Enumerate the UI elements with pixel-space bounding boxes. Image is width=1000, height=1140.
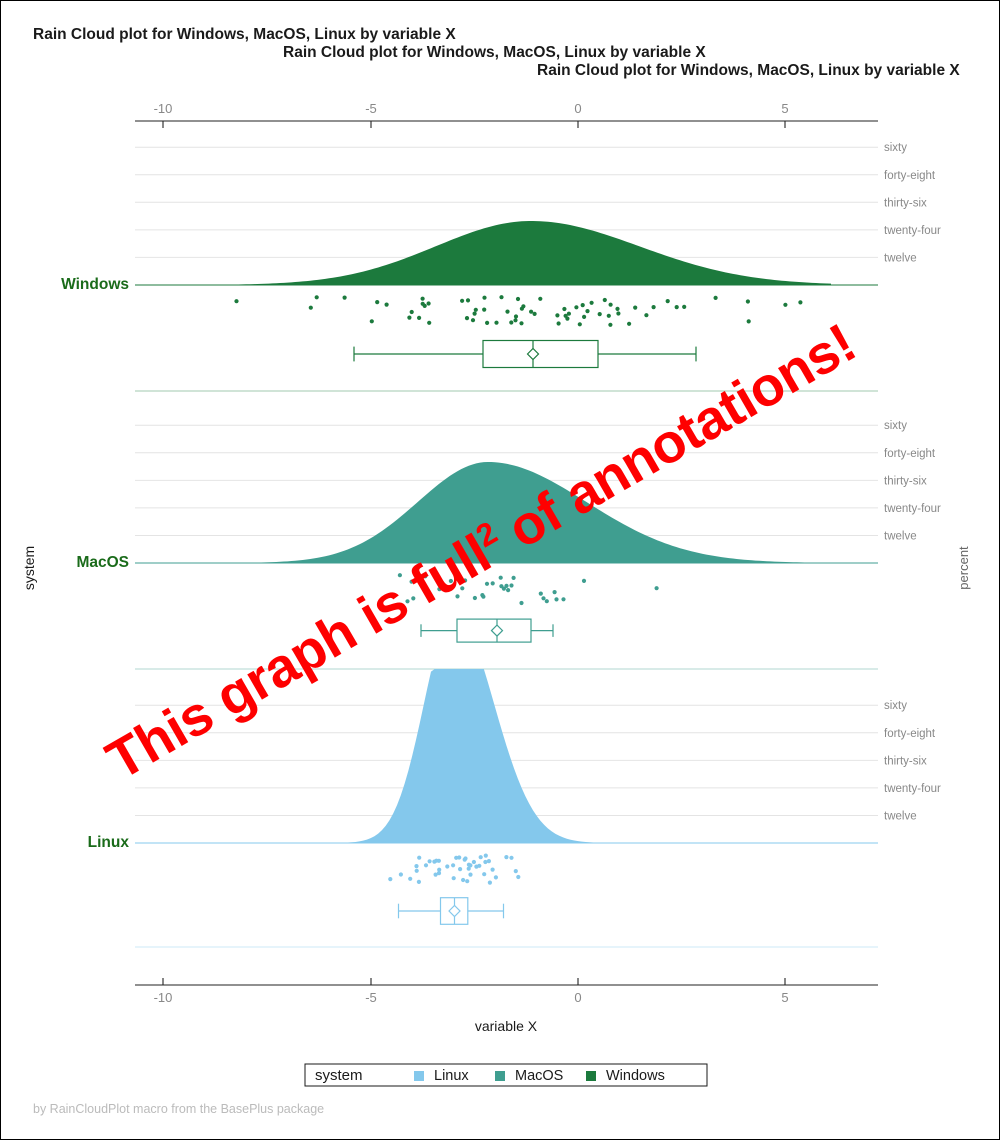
svg-text:twelve: twelve bbox=[884, 531, 917, 543]
svg-text:twenty-four: twenty-four bbox=[884, 503, 941, 515]
svg-text:MacOS: MacOS bbox=[76, 554, 129, 571]
svg-text:thirty-six: thirty-six bbox=[884, 475, 927, 487]
svg-text:-10: -10 bbox=[154, 990, 173, 1005]
svg-text:0: 0 bbox=[574, 101, 581, 116]
svg-text:twenty-four: twenty-four bbox=[884, 225, 941, 237]
svg-text:Linux: Linux bbox=[434, 1068, 469, 1084]
svg-text:twenty-four: twenty-four bbox=[884, 783, 941, 795]
svg-text:sixty: sixty bbox=[884, 700, 907, 712]
svg-text:variable X: variable X bbox=[475, 1018, 538, 1034]
svg-text:twelve: twelve bbox=[884, 811, 917, 823]
svg-text:5: 5 bbox=[781, 101, 788, 116]
svg-text:Windows: Windows bbox=[61, 276, 129, 293]
svg-text:-10: -10 bbox=[154, 101, 173, 116]
svg-text:5: 5 bbox=[781, 990, 788, 1005]
svg-text:-5: -5 bbox=[365, 990, 377, 1005]
svg-text:sixty: sixty bbox=[884, 142, 907, 154]
svg-text:MacOS: MacOS bbox=[515, 1068, 563, 1084]
svg-text:sixty: sixty bbox=[884, 420, 907, 432]
svg-text:Windows: Windows bbox=[606, 1068, 665, 1084]
svg-text:forty-eight: forty-eight bbox=[884, 728, 936, 740]
svg-text:percent: percent bbox=[956, 546, 971, 590]
svg-text:thirty-six: thirty-six bbox=[884, 755, 927, 767]
svg-text:thirty-six: thirty-six bbox=[884, 197, 927, 209]
svg-text:forty-eight: forty-eight bbox=[884, 170, 936, 182]
svg-text:Linux: Linux bbox=[88, 834, 130, 851]
svg-text:0: 0 bbox=[574, 990, 581, 1005]
svg-text:system: system bbox=[315, 1067, 363, 1084]
svg-text:by RainCloudPlot macro from th: by RainCloudPlot macro from the BasePlus… bbox=[33, 1102, 324, 1116]
svg-text:forty-eight: forty-eight bbox=[884, 448, 936, 460]
svg-text:-5: -5 bbox=[365, 101, 377, 116]
svg-text:system: system bbox=[21, 546, 37, 590]
svg-text:twelve: twelve bbox=[884, 252, 917, 264]
